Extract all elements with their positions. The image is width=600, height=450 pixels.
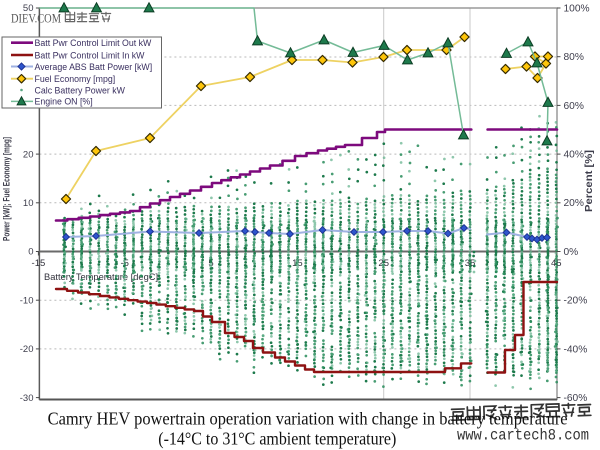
svg-text:-15: -15 xyxy=(32,258,46,269)
svg-text:Calc Battery Power kW: Calc Battery Power kW xyxy=(35,85,126,95)
svg-text:www.cartech8.com: www.cartech8.com xyxy=(457,427,589,445)
svg-text:Percent [%]: Percent [%] xyxy=(584,150,595,212)
svg-text:10: 10 xyxy=(23,198,34,209)
svg-text:Battery Temperature [degC]: Battery Temperature [degC] xyxy=(44,272,158,282)
svg-text:20%: 20% xyxy=(564,198,584,209)
svg-text:-20: -20 xyxy=(20,344,34,355)
svg-text:Engine ON [%]: Engine ON [%] xyxy=(35,97,93,107)
svg-text:-60%: -60% xyxy=(564,393,588,404)
svg-text:40%: 40% xyxy=(564,150,584,161)
svg-text:Power [kW]; Fuel Economy [mpg]: Power [kW]; Fuel Economy [mpg] xyxy=(2,137,13,241)
svg-text:-10: -10 xyxy=(20,295,34,306)
svg-text:60%: 60% xyxy=(564,101,584,112)
svg-text:0%: 0% xyxy=(564,247,579,258)
svg-text:Camry HEV powertrain operation: Camry HEV powertrain operation variation… xyxy=(48,409,568,429)
svg-text:Batt Pwr Control Limit In kW: Batt Pwr Control Limit In kW xyxy=(35,50,146,60)
svg-text:DIEV.COM: DIEV.COM xyxy=(11,12,61,26)
svg-text:(-14°C to 31°C ambient tempera: (-14°C to 31°C ambient temperature) xyxy=(158,429,396,450)
svg-text:20: 20 xyxy=(23,149,34,160)
svg-text:100%: 100% xyxy=(564,3,590,14)
svg-text:-20%: -20% xyxy=(564,296,588,307)
svg-text:50: 50 xyxy=(23,3,34,14)
svg-text:80%: 80% xyxy=(564,52,584,63)
svg-text:Average ABS Batt Power [kW]: Average ABS Batt Power [kW] xyxy=(35,62,153,72)
svg-text:-40%: -40% xyxy=(564,344,588,355)
svg-text:Fuel Economy [mpg]: Fuel Economy [mpg] xyxy=(35,74,116,84)
svg-text:-30: -30 xyxy=(20,393,34,404)
svg-text:0: 0 xyxy=(28,247,33,258)
svg-text:25: 25 xyxy=(378,258,389,269)
svg-text:Batt Pwr Control Limit Out kW: Batt Pwr Control Limit Out kW xyxy=(35,38,153,48)
